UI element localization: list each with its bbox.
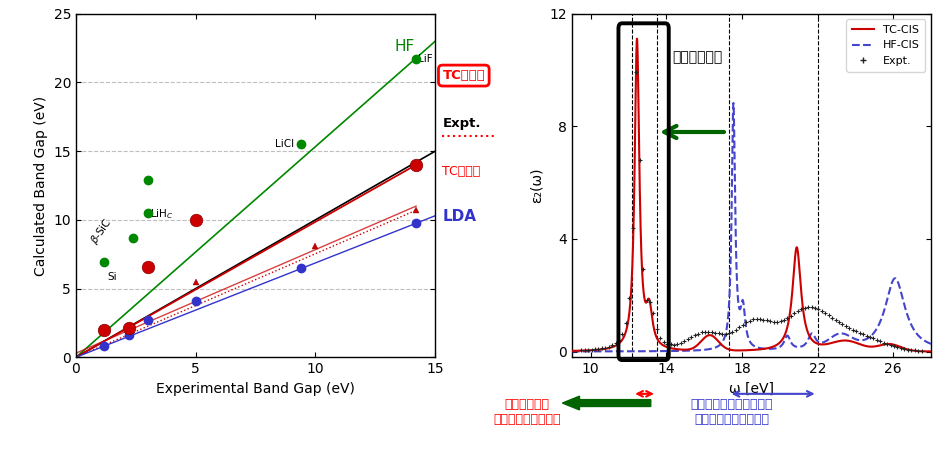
- X-axis label: Experimental Band Gap (eV): Experimental Band Gap (eV): [156, 382, 355, 396]
- X-axis label: ω [eV]: ω [eV]: [729, 382, 774, 396]
- Text: Expt.: Expt.: [443, 117, 481, 130]
- Text: LiCl: LiCl: [275, 139, 294, 149]
- Legend: TC-CIS, HF-CIS, Expt.: TC-CIS, HF-CIS, Expt.: [846, 19, 925, 71]
- Text: HF: HF: [394, 39, 415, 54]
- Text: 裸のクーロン引力による
過大な束縛エネルギー: 裸のクーロン引力による 過大な束縛エネルギー: [691, 398, 772, 426]
- Text: LiH$_C$: LiH$_C$: [150, 207, 174, 221]
- Text: TC（旧）: TC（旧）: [443, 165, 481, 178]
- Text: TC（新）: TC（新）: [443, 69, 485, 82]
- Text: 電子正孔間の
遮蔽された相互作用: 電子正孔間の 遮蔽された相互作用: [493, 398, 561, 426]
- Text: LiF: LiF: [419, 54, 433, 64]
- Text: LDA: LDA: [443, 209, 477, 224]
- Text: 励起子ピーク: 励起子ピーク: [672, 50, 722, 65]
- Y-axis label: Calculated Band Gap (eV): Calculated Band Gap (eV): [34, 95, 48, 276]
- Y-axis label: ε₂(ω): ε₂(ω): [530, 168, 543, 203]
- Text: $\beta$-SiC: $\beta$-SiC: [88, 216, 116, 247]
- Text: Si: Si: [107, 272, 117, 282]
